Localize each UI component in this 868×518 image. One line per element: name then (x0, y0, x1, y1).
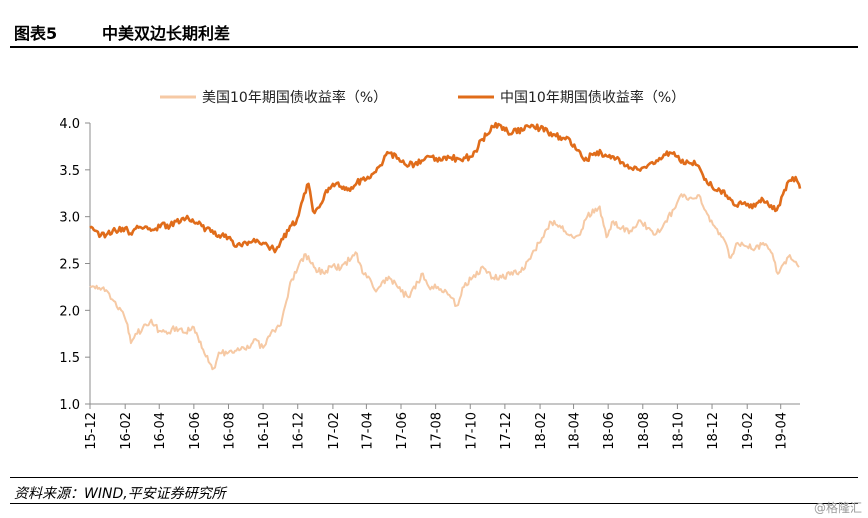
source-rule-bottom (10, 503, 858, 504)
x-tick-label: 17-10 (464, 412, 479, 450)
x-tick-label: 16-06 (188, 412, 203, 450)
legend: 美国10年期国债收益率（%） 中国10年期国债收益率（%） (160, 89, 685, 106)
x-tick-label: 18-02 (534, 412, 549, 450)
x-tick-label: 18-12 (706, 412, 721, 450)
legend-label-us: 美国10年期国债收益率（%） (202, 89, 387, 106)
x-tick-label: 16-02 (119, 412, 134, 450)
source-rule-top (10, 477, 858, 478)
x-tick-label: 19-02 (741, 412, 756, 450)
x-tick-label: 16-12 (292, 412, 307, 450)
figure-title: 图表5 中美双边长期利差 (14, 20, 230, 44)
y-tick-label: 3.0 (59, 211, 80, 226)
x-tick-label: 19-04 (775, 412, 790, 450)
x-tick-label: 15-12 (84, 412, 99, 450)
series-line-us (89, 193, 800, 371)
x-tick-label: 17-04 (360, 412, 375, 450)
x-tick-label: 17-08 (430, 412, 445, 450)
figure-number: 图表5 (14, 24, 58, 43)
y-tick-label: 4.0 (59, 117, 80, 132)
x-tick-label: 17-02 (327, 412, 342, 450)
x-tick-label: 17-12 (499, 412, 514, 450)
y-tick-label: 1.5 (59, 351, 80, 366)
x-tick-label: 18-06 (602, 412, 617, 450)
x-tick-label: 16-10 (257, 412, 272, 450)
watermark: @格隆汇 (813, 501, 862, 515)
chart-title: 中美双边长期利差 (102, 24, 231, 43)
y-tick-label: 1.0 (59, 398, 80, 413)
y-tick-label: 2.5 (59, 258, 80, 273)
y-tick-label: 2.0 (59, 304, 80, 319)
axes: 1.0 1.5 2.0 2.5 3.0 3.5 4.0 15-12 16-02 16-04 16-0… (59, 117, 800, 450)
series-group (89, 121, 802, 371)
x-tick-label: 18-10 (671, 412, 686, 450)
y-tick-label: 3.5 (59, 164, 80, 179)
x-tick-label: 16-08 (222, 412, 237, 450)
x-tick-label: 16-04 (153, 412, 168, 450)
legend-label-cn: 中国10年期国债收益率（%） (500, 89, 685, 106)
title-rule (10, 46, 858, 48)
chart-canvas: 美国10年期国债收益率（%） 中国10年期国债收益率（%） 1.0 1.5 2.0 2… (59, 89, 802, 450)
x-tick-label: 18-04 (568, 412, 583, 450)
x-tick-label: 17-06 (395, 412, 410, 450)
source-note: 资料来源：WIND,平安证券研究所 (14, 486, 226, 502)
series-line-cn (89, 121, 802, 254)
x-tick-label: 18-08 (637, 412, 652, 450)
